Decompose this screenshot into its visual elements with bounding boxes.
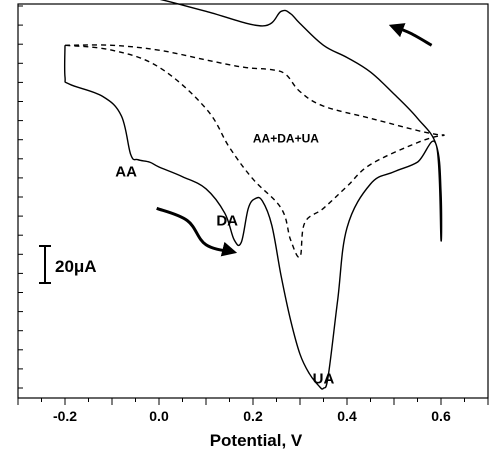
y-axis-ticks xyxy=(18,5,23,389)
dashed-series-line xyxy=(64,44,445,259)
x-tick-label: 0.4 xyxy=(337,408,357,424)
annotation-layer: AA DA UA AA+DA+UA xyxy=(115,132,334,388)
annotation-aa-da-ua: AA+DA+UA xyxy=(253,132,319,146)
x-tick-label: 0.0 xyxy=(149,408,169,424)
x-tick-label: 0.2 xyxy=(243,408,263,424)
x-axis-title: Potential, V xyxy=(210,431,303,450)
series-layer xyxy=(63,0,445,390)
plot-frame xyxy=(17,3,489,399)
x-tick-label: -0.2 xyxy=(53,408,77,424)
x-tick-label: 0.6 xyxy=(431,408,451,424)
x-axis-ticks: -0.2 0.0 0.2 0.4 0.6 xyxy=(17,398,489,424)
annotation-da: DA xyxy=(216,212,238,229)
scale-bar: 20μA xyxy=(39,245,97,284)
forward-scan-arrow xyxy=(156,206,238,257)
annotation-ua: UA xyxy=(313,370,335,387)
arrow-layer xyxy=(156,23,433,257)
annotation-aa: AA xyxy=(115,164,137,181)
reverse-scan-arrow xyxy=(388,23,433,47)
solid-series-line xyxy=(63,0,443,390)
scale-bar-label: 20μA xyxy=(55,257,97,276)
